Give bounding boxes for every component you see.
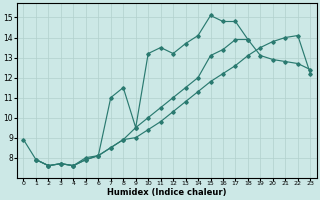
X-axis label: Humidex (Indice chaleur): Humidex (Indice chaleur) (107, 188, 227, 197)
